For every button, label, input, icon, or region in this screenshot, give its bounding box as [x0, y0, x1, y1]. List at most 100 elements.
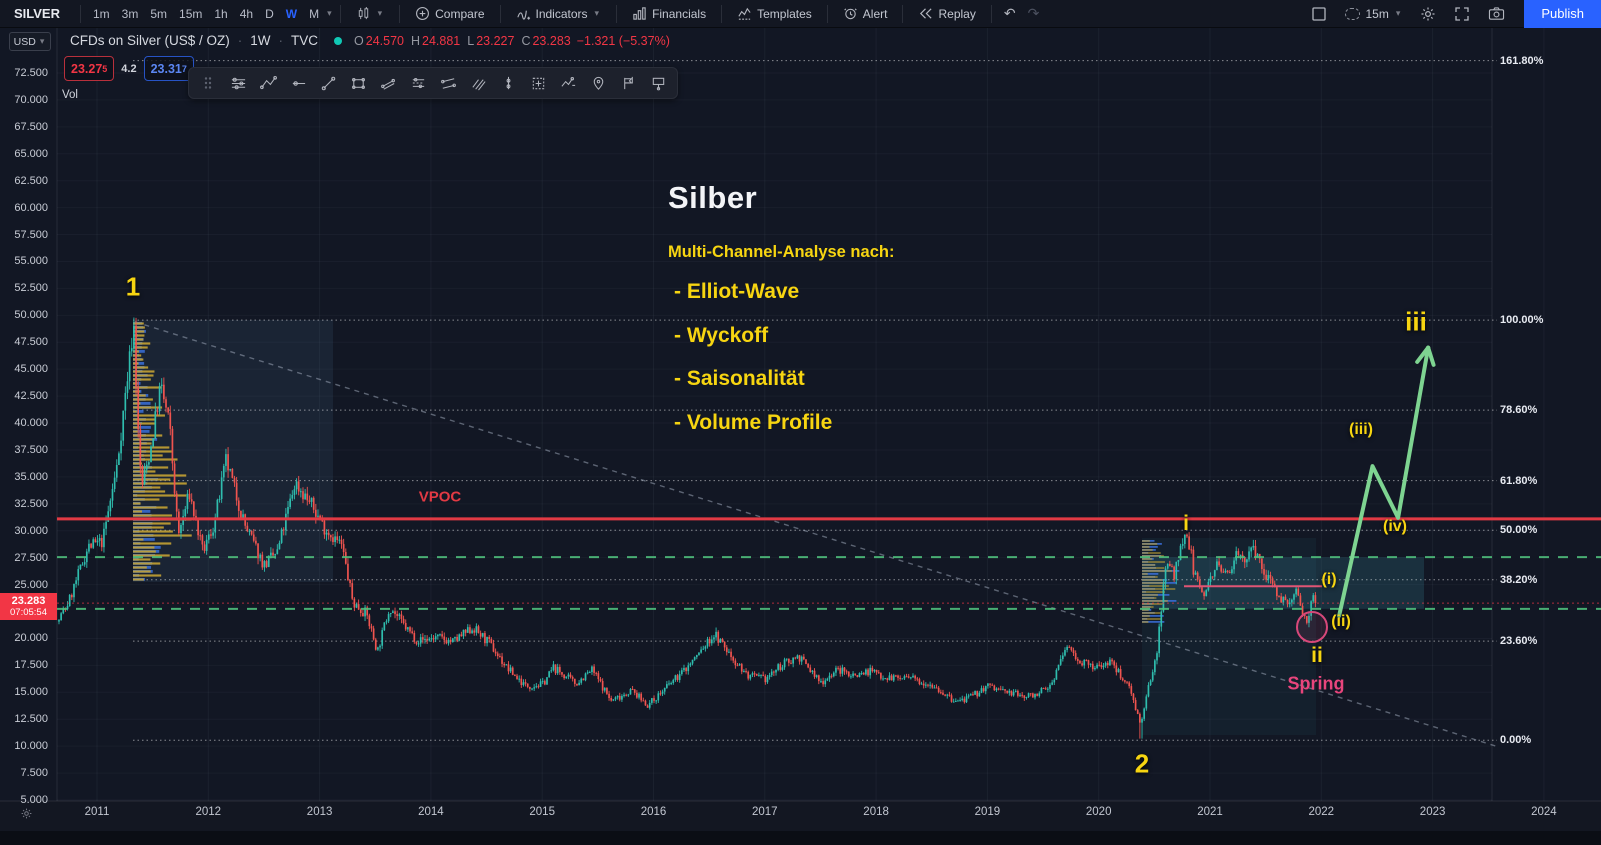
button-label: Alert — [862, 6, 888, 21]
wave-label-ii[interactable]: ii — [1311, 644, 1323, 667]
horizontal-lines-tool[interactable] — [223, 69, 253, 97]
market-status-dot — [334, 36, 343, 45]
screenshot-camera-button[interactable] — [1479, 0, 1514, 27]
timeframe-1h[interactable]: 1h — [214, 6, 228, 21]
zigzag-wave-tool[interactable] — [553, 69, 583, 97]
annotation-bullet[interactable]: - Saisonalität — [674, 367, 805, 390]
timeframe-group: 1m 3m 5m 15m 1h 4h D W M — [87, 7, 325, 21]
saved-interval-label: 15m — [1365, 6, 1389, 21]
horizontal-ray-tool[interactable] — [283, 69, 313, 97]
fullscreen-button[interactable] — [1445, 0, 1479, 27]
chevron-down-icon: ▾ — [39, 36, 45, 46]
drag-handle[interactable] — [193, 69, 223, 97]
fib-level-label: 23.60% — [1500, 635, 1538, 648]
legend-separator — [277, 33, 286, 48]
wave-label-ii[interactable]: (ii) — [1331, 613, 1351, 630]
layout-button[interactable] — [1302, 0, 1336, 27]
price-tick: 42.500 — [14, 390, 48, 403]
timeframe-1m[interactable]: 1m — [93, 6, 110, 21]
price-tick: 47.500 — [14, 336, 48, 349]
cloud-save-button[interactable]: 15m ▾ — [1336, 0, 1411, 27]
volume-indicator-label[interactable]: Vol — [62, 89, 78, 101]
indicators-icon — [516, 6, 531, 21]
annotation-bullet[interactable]: - Wyckoff — [674, 323, 769, 347]
templates-button[interactable]: Templates — [728, 0, 821, 27]
annotation-bullet[interactable]: - Volume Profile — [674, 410, 833, 434]
replay-button[interactable]: Replay — [909, 0, 984, 27]
timeframe-W[interactable]: W — [285, 6, 298, 21]
timeframe-15m[interactable]: 15m — [179, 6, 203, 21]
wave-label-i[interactable]: i — [1183, 512, 1189, 535]
timeframe-3m[interactable]: 3m — [121, 6, 139, 21]
timeframe-D[interactable]: D — [265, 6, 274, 21]
price-tick: 45.000 — [14, 363, 48, 376]
annotation-subheading[interactable]: Multi-Channel-Analyse nach: — [668, 243, 895, 261]
price-tick: 70.000 — [14, 93, 48, 106]
wave-label-iii[interactable]: iii — [1405, 306, 1427, 337]
cloud-icon — [1345, 7, 1361, 20]
ohlc-value: 24.570 — [365, 33, 404, 48]
financials-button[interactable]: Financials — [623, 0, 715, 27]
redo-button[interactable]: ↷ — [1027, 5, 1040, 21]
map-pin-tool[interactable] — [583, 69, 613, 97]
price-tick: 17.500 — [14, 659, 48, 672]
compare-button[interactable]: Compare — [406, 0, 493, 27]
wave-label-1[interactable]: 1 — [125, 271, 141, 302]
axis-settings-gear-icon[interactable] — [20, 807, 33, 825]
undo-button[interactable]: ↶ — [1003, 5, 1016, 21]
price-tick: 15.000 — [14, 686, 48, 699]
chevron-down-icon[interactable]: ▾ — [327, 8, 332, 18]
currency-selector[interactable]: USD ▾ — [9, 32, 51, 51]
ohlc-values: O 24.570 H 24.881 L 23.227 C 23.283 — [354, 34, 571, 48]
toolbar-left-group: SILVER 1m 3m 5m 15m 1h 4h D W M ▾ ▾ Compare Indic… — [0, 0, 1045, 27]
disjoint-channel-tool[interactable] — [433, 69, 463, 97]
toolbar-menu-buttons: Compare Indicators ▾ Financials Templates Ale… — [406, 0, 985, 27]
fib-level-label: 100.00% — [1500, 314, 1544, 327]
wave-label-iv[interactable]: (iv) — [1383, 518, 1407, 535]
timeframe-M[interactable]: M — [309, 6, 320, 21]
buy-button[interactable]: 23.31 7 — [143, 56, 194, 81]
settings-button[interactable] — [1411, 0, 1445, 27]
financials-icon — [632, 6, 647, 21]
button-label: Templates — [757, 6, 812, 21]
annotation-bullet[interactable]: - Elliot-Wave — [674, 280, 800, 303]
wave-label-i[interactable]: (i) — [1321, 571, 1337, 588]
price-tick: 30.000 — [14, 524, 48, 537]
wave-label-iii[interactable]: (iii) — [1349, 421, 1373, 438]
sell-button[interactable]: 23.27 5 — [64, 56, 115, 81]
fib-level-label: 61.80% — [1500, 474, 1538, 487]
flag-pole-tool[interactable] — [613, 69, 643, 97]
parallel-channel-tool[interactable] — [373, 69, 403, 97]
chart-style-button[interactable]: ▾ — [347, 0, 394, 27]
symbol-name[interactable]: SILVER — [14, 6, 60, 21]
anchored-note-tool[interactable] — [643, 69, 673, 97]
price-tick: 40.000 — [14, 417, 48, 430]
timeframe-5m[interactable]: 5m — [150, 6, 168, 21]
ohlc-key: H — [411, 33, 421, 48]
chart-legend[interactable]: CFDs on Silver (US$ / OZ) 1W TVC O24.570… — [70, 33, 670, 48]
vpoc-label[interactable]: VPOC — [418, 488, 462, 506]
vertical-line-tool[interactable] — [493, 69, 523, 97]
publish-button[interactable]: Publish — [1524, 0, 1601, 28]
indicators-button[interactable]: Indicators ▾ — [507, 0, 611, 27]
separator — [616, 4, 618, 23]
fib-level-label: 38.20% — [1500, 573, 1538, 586]
button-label: Financials — [652, 6, 707, 21]
flat-channel-tool[interactable] — [403, 69, 433, 97]
polyline-tool[interactable] — [253, 69, 283, 97]
bottom-strip — [0, 831, 1601, 845]
alert-button[interactable]: Alert — [834, 0, 897, 27]
annotation-heading[interactable]: Silber — [668, 180, 758, 215]
trend-line-tool[interactable] — [313, 69, 343, 97]
rectangle-tool[interactable] — [343, 69, 373, 97]
year-tick: 2022 — [1308, 806, 1335, 818]
pitchfork-tool[interactable] — [463, 69, 493, 97]
chevron-down-icon: ▾ — [377, 8, 383, 18]
timeframe-4h[interactable]: 4h — [239, 6, 254, 21]
spring-label[interactable]: Spring — [1287, 673, 1345, 694]
price-tick: 5.000 — [20, 794, 48, 806]
price-tick: 12.500 — [14, 713, 48, 726]
fixed-range-tool[interactable] — [523, 69, 553, 97]
wave-label-2[interactable]: 2 — [1134, 748, 1150, 779]
